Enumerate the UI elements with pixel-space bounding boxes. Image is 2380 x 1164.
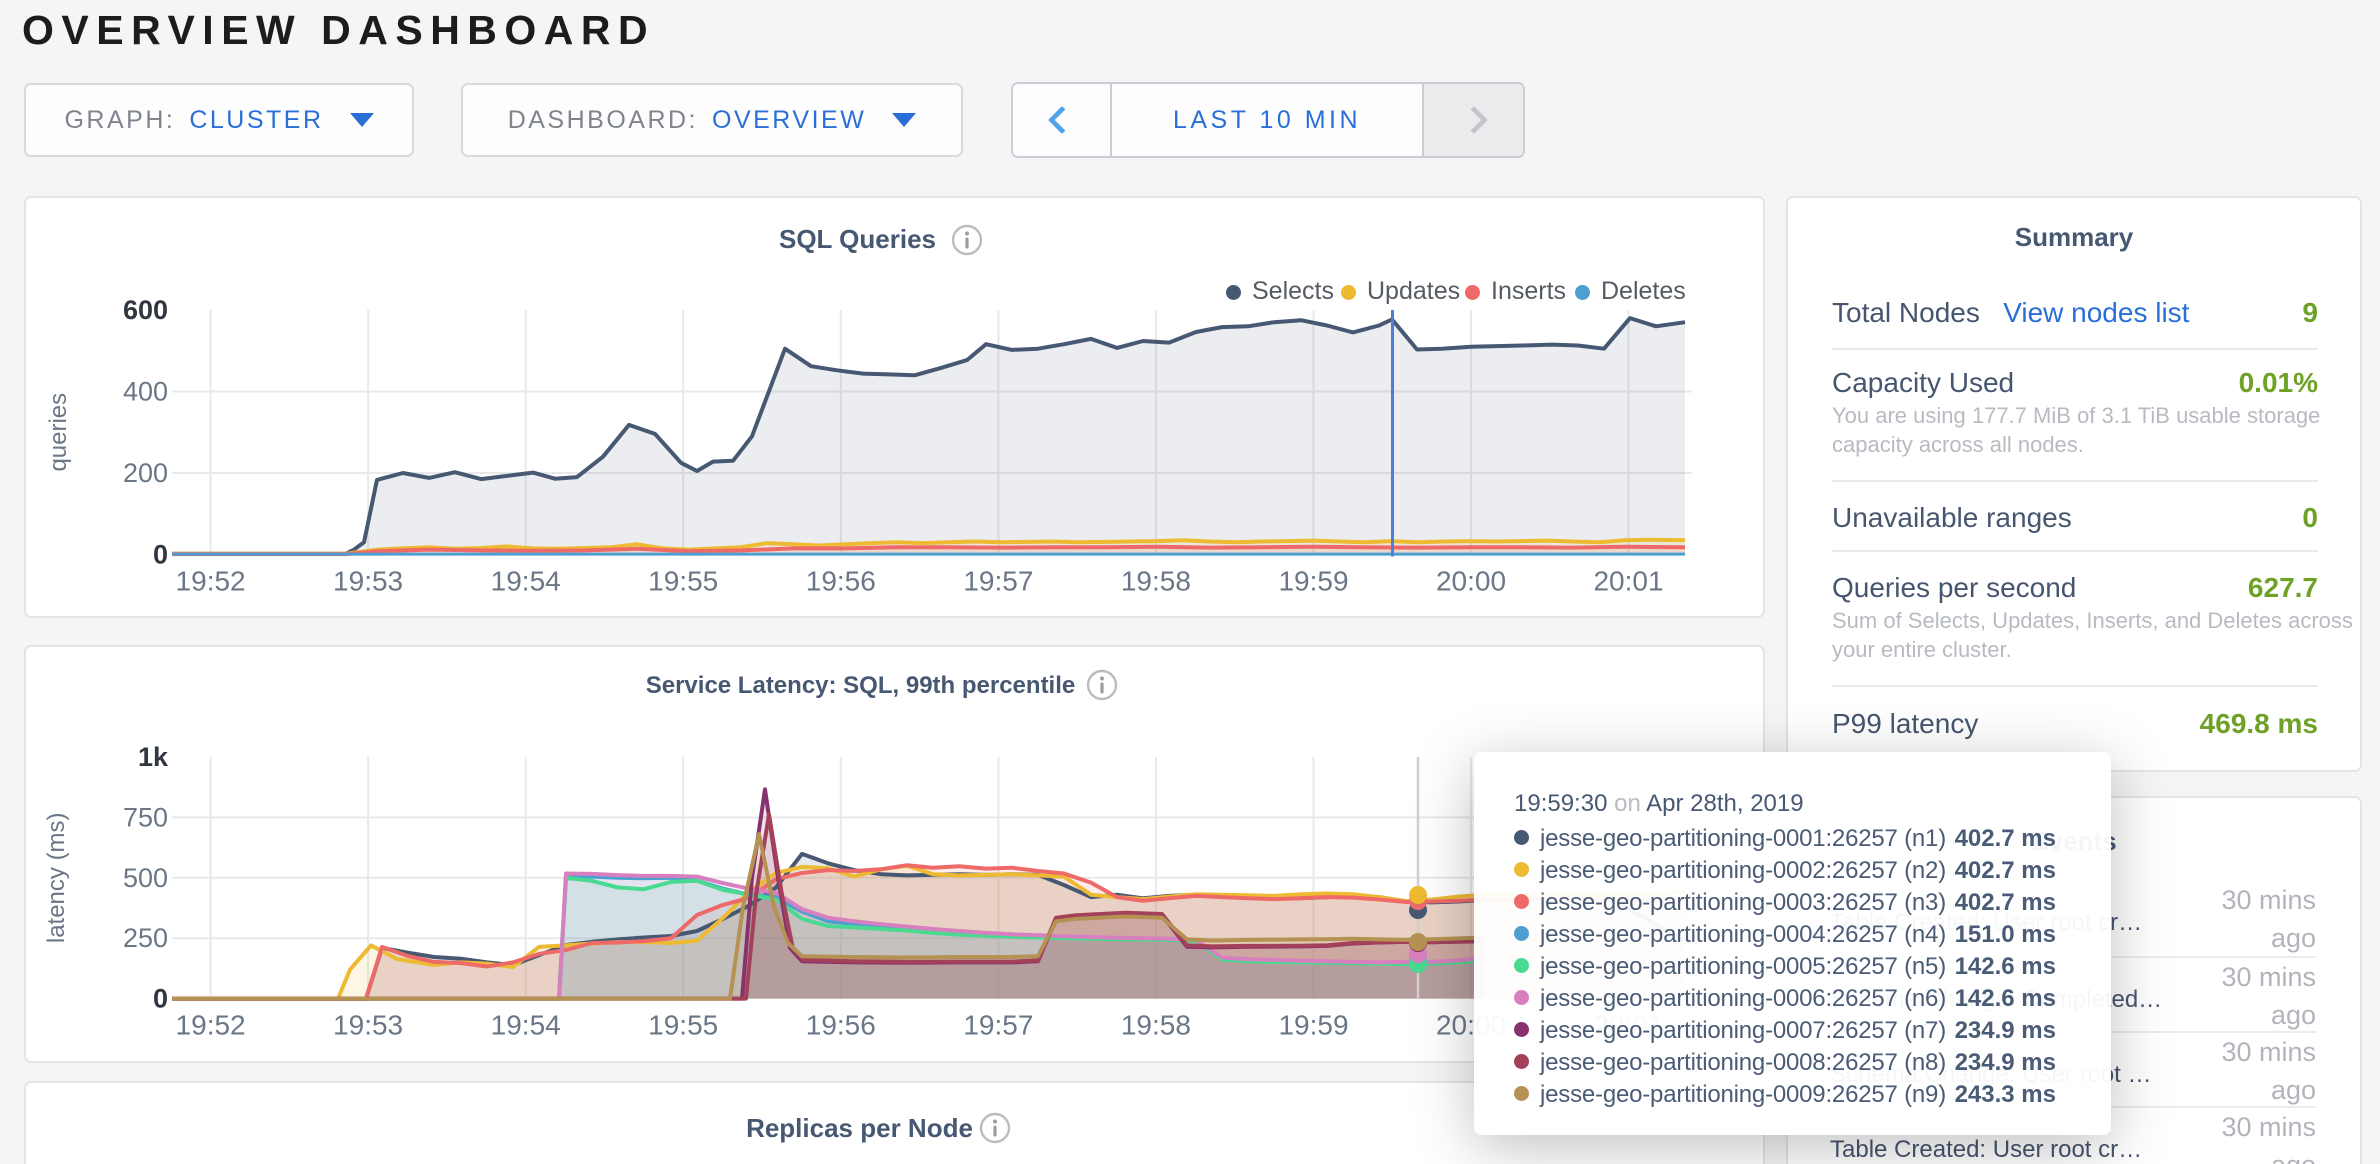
svg-text:20:00: 20:00: [1436, 566, 1506, 597]
svg-text:0: 0: [153, 540, 168, 570]
svg-text:19:57: 19:57: [963, 1010, 1033, 1041]
svg-text:19:52: 19:52: [176, 1010, 246, 1041]
svg-text:19:53: 19:53: [333, 566, 403, 597]
svg-text:500: 500: [123, 863, 168, 893]
svg-text:750: 750: [123, 802, 168, 832]
svg-text:19:59: 19:59: [1278, 1010, 1348, 1041]
svg-text:19:54: 19:54: [491, 1010, 561, 1041]
svg-text:0: 0: [153, 984, 168, 1014]
svg-text:1k: 1k: [138, 742, 169, 772]
svg-text:19:55: 19:55: [648, 1010, 718, 1041]
svg-text:19:55: 19:55: [648, 566, 718, 597]
svg-text:600: 600: [123, 295, 168, 325]
svg-text:19:53: 19:53: [333, 1010, 403, 1041]
svg-text:latency (ms): latency (ms): [43, 812, 70, 943]
svg-text:250: 250: [123, 923, 168, 953]
svg-text:19:59: 19:59: [1278, 566, 1348, 597]
svg-text:200: 200: [123, 458, 168, 488]
svg-text:19:56: 19:56: [806, 566, 876, 597]
svg-text:19:54: 19:54: [491, 566, 561, 597]
svg-text:19:58: 19:58: [1121, 1010, 1191, 1041]
svg-text:19:52: 19:52: [176, 566, 246, 597]
svg-text:19:56: 19:56: [806, 1010, 876, 1041]
svg-text:20:01: 20:01: [1593, 566, 1663, 597]
svg-text:19:57: 19:57: [963, 566, 1033, 597]
svg-text:400: 400: [123, 377, 168, 407]
svg-text:19:58: 19:58: [1121, 566, 1191, 597]
svg-text:queries: queries: [45, 393, 72, 472]
